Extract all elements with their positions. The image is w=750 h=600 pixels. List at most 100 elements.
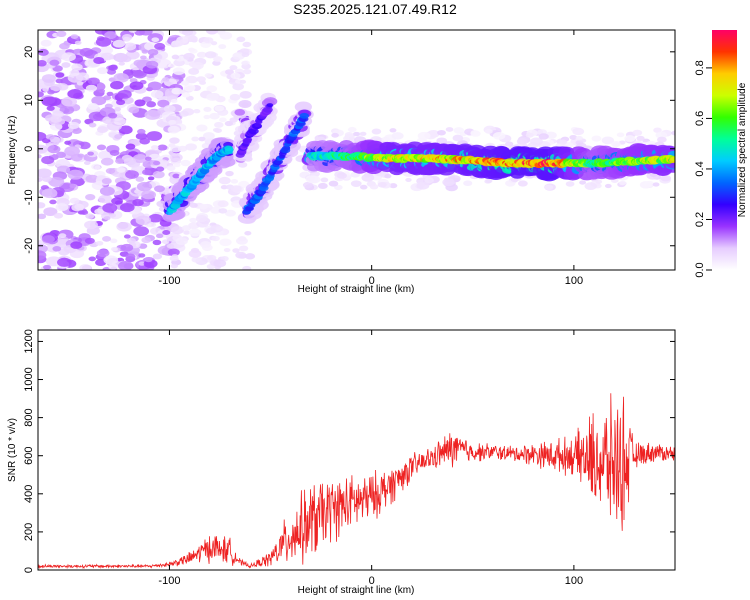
spectrogram-y-tick-label: 10 [23,94,35,106]
spectrogram-cell [148,153,161,162]
spectrogram-cell [308,175,321,184]
spectrogram-cell [166,243,175,249]
spectrogram-cell [198,136,206,142]
spectrogram-cell [69,69,80,77]
spectrogram-cell [214,105,225,112]
spectrogram-cell [38,60,47,67]
spectrogram-cell [95,37,112,47]
spectrogram-cell [122,36,131,42]
spectrogram-cell [125,143,136,150]
colorbar-ticks: 0.0 0.2 0.4 0.6 0.8 [694,60,712,278]
spectrogram-cell [384,173,392,179]
spectrogram-cell [174,40,184,47]
snr-y-tick-label: 1200 [23,329,35,353]
spectrogram-cell [142,169,152,176]
spectrogram-cell [43,207,58,217]
spectrogram-cell [144,41,159,51]
spectrogram-cell [152,239,162,246]
spectrogram-cell [78,141,91,150]
spectrogram-cell [653,127,662,133]
spectrogram-cell [331,132,339,138]
spectrogram-cell [239,79,247,84]
spectrogram-cell [191,61,204,70]
spectrogram-cell [595,179,603,184]
spectrogram-cell [136,181,153,192]
spectrogram-cell [94,30,108,35]
spectrogram-cell [619,180,627,186]
spectrogram-cell [46,105,55,111]
spectrogram-cell [55,203,69,212]
spectrogram-cell [154,42,166,50]
spectrogram-cell [371,128,382,135]
spectrogram-cell [168,119,177,125]
spectrogram-cell [200,241,212,249]
spectrogram-cell [179,110,189,117]
spectrogram-cell [225,170,234,177]
spectrogram-cell [128,106,140,114]
spectrogram-cell [85,193,96,201]
spectrogram-cell [167,125,180,134]
spectrogram-cell [38,48,49,56]
spectrogram-cell [49,59,60,66]
spectrogram-cell [517,180,528,187]
spectrogram-cell [56,30,67,38]
colorbar-gradient [712,30,737,270]
spectrogram-cell [129,81,144,91]
spectrogram-cell [147,176,155,181]
spectrogram-cell [564,142,574,148]
spectrogram-cell [584,182,597,190]
spectrogram-cell [133,59,145,67]
spectrogram-cell [230,185,242,193]
spectrogram-cell [244,137,253,142]
spectrogram-cell [120,243,134,252]
spectrogram-cell [93,56,105,64]
spectrogram-cell [632,129,643,136]
spectrogram-cell [234,108,246,116]
spectrogram-cell [128,30,137,33]
spectrogram-cell [88,256,97,262]
spectrogram-cell [38,213,47,220]
spectrogram-cell [169,137,180,144]
spectrogram-cell [170,263,178,269]
spectrogram-cell [64,146,80,157]
spectrogram-cell [391,132,404,140]
spectrogram-cell [244,231,252,236]
snr-y-tick-label: 800 [23,408,35,426]
spectrogram-cell [238,161,248,168]
spectrogram-cell [111,197,123,205]
spectrogram-cell [132,154,148,164]
spectrogram-cell [320,177,329,183]
spectrogram-cell [38,154,42,159]
spectrogram-cell [604,183,612,189]
spectrogram-cell [206,93,219,101]
spectrogram-cell [417,131,431,140]
spectrogram-cell [193,108,201,114]
spectrogram-x-ticks: -100 0 100 [158,30,583,287]
spectrogram-cell [38,250,47,261]
spectrogram-cell [117,261,134,270]
colorbar-tick-label: 0.0 [694,262,706,277]
spectrogram-cell [183,84,196,92]
spectrogram-cell [601,136,615,145]
spectrogram-cell [139,30,153,36]
spectrogram-cell [328,180,339,187]
spectrogram-cell [118,125,133,135]
spectrogram-cell [108,263,118,270]
spectrogram-cell [139,137,151,145]
spectrogram-cell [108,64,118,71]
spectrogram-cell [123,42,137,51]
spectrogram-cell [109,149,120,156]
spectrogram-cell [67,89,83,99]
spectrogram-cell [241,60,249,66]
spectrogram-cell [616,132,625,138]
spectrogram-cell [110,246,118,252]
spectrogram-cell [116,167,126,173]
spectrogram-cell [242,41,252,48]
spectrogram-cell [189,217,197,223]
spectrogram-cell [591,135,602,142]
spectrogram-cell [118,61,125,66]
spectrogram-cell [263,97,278,106]
spectrogram-cell [113,117,126,126]
spectrogram-y-tick-label: -10 [23,189,35,205]
spectrogram-cell [161,239,170,245]
